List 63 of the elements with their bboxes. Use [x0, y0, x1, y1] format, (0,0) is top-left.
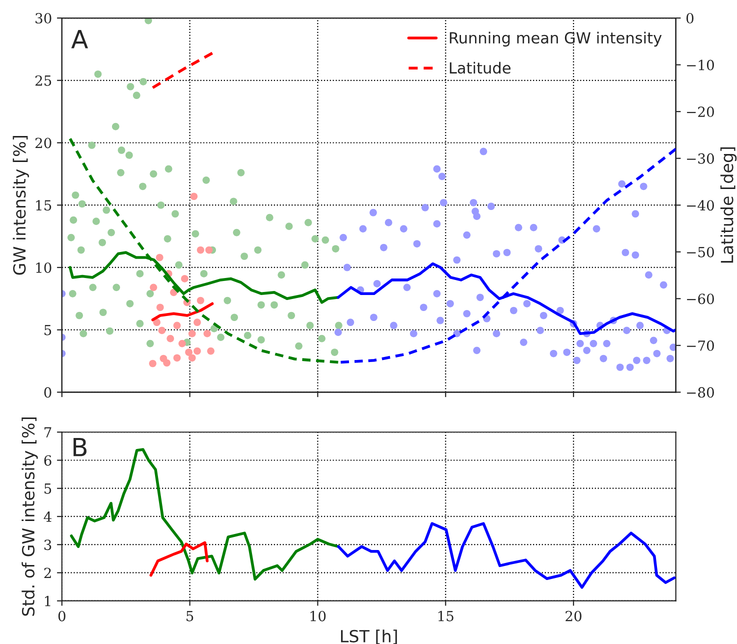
point: [156, 304, 164, 312]
y2-tick-label: −20: [687, 106, 714, 118]
x-axis-title: LST [h]: [341, 630, 397, 644]
point: [153, 318, 160, 326]
point: [196, 296, 204, 304]
y2-tick-label: −40: [687, 200, 714, 211]
line-series: [337, 522, 676, 589]
point: [149, 360, 156, 368]
point: [156, 254, 164, 262]
annotation: B: [74, 438, 86, 456]
x-tick-label: 15: [438, 610, 454, 622]
x-tick-label: 5: [186, 611, 194, 622]
point: [204, 330, 211, 338]
point: [173, 322, 181, 330]
y-tick-label: 3: [44, 540, 52, 550]
y2-tick-label: −50: [687, 246, 714, 258]
point: [194, 347, 201, 355]
point: [190, 192, 198, 200]
annotation: A: [71, 30, 88, 48]
y-tick-label: 30: [36, 13, 52, 24]
y-tick-label: 25: [35, 75, 52, 86]
point: [205, 246, 213, 254]
point: [185, 348, 192, 356]
y2-tick-label: −30: [687, 153, 714, 164]
y-tick-label: 4: [44, 511, 52, 522]
point: [194, 318, 201, 326]
point: [188, 354, 196, 362]
point: [173, 354, 181, 362]
point: [150, 284, 158, 292]
y-axis-title: GW intensity [%]: [12, 136, 29, 275]
point: [196, 246, 204, 254]
x-tick-label: 10: [310, 610, 326, 622]
y2-axis-title: Latitude [deg]: [720, 147, 737, 263]
point: [163, 359, 170, 367]
y-axis-title: Std. of GW intensity [%]: [22, 418, 38, 616]
y-tick-label: 15: [36, 200, 52, 211]
point: [166, 334, 174, 342]
y-tick-label: 6: [44, 455, 52, 466]
y2-tick-label: −60: [687, 294, 714, 304]
point: [178, 340, 186, 348]
y2-tick-label: 0: [686, 13, 694, 24]
y-tick-label: 10: [36, 262, 52, 273]
line-series: [150, 541, 209, 577]
y2-tick-label: −70: [687, 340, 714, 351]
y-tick-label: 0: [44, 387, 52, 398]
x-tick-label: 0: [58, 610, 66, 622]
y-tick-label: 2: [44, 568, 51, 578]
line-series: [68, 137, 340, 364]
y-tick-label: 5: [44, 324, 52, 336]
point: [158, 326, 166, 334]
y2-tick-label: −10: [687, 60, 714, 70]
line-series: [339, 148, 676, 364]
point: [207, 347, 214, 355]
y2-tick-label: −80: [687, 387, 714, 398]
y-tick-label: 20: [35, 138, 52, 148]
legend-label: Latitude: [450, 62, 510, 74]
point: [188, 330, 196, 338]
y-tick-label: 5: [44, 484, 52, 494]
x-tick-label: 20: [566, 610, 582, 622]
y-tick-label: 7: [44, 427, 52, 438]
point: [181, 275, 188, 282]
y-tick-label: 1: [45, 596, 50, 606]
legend-label: Running mean GW intensity: [450, 32, 662, 47]
